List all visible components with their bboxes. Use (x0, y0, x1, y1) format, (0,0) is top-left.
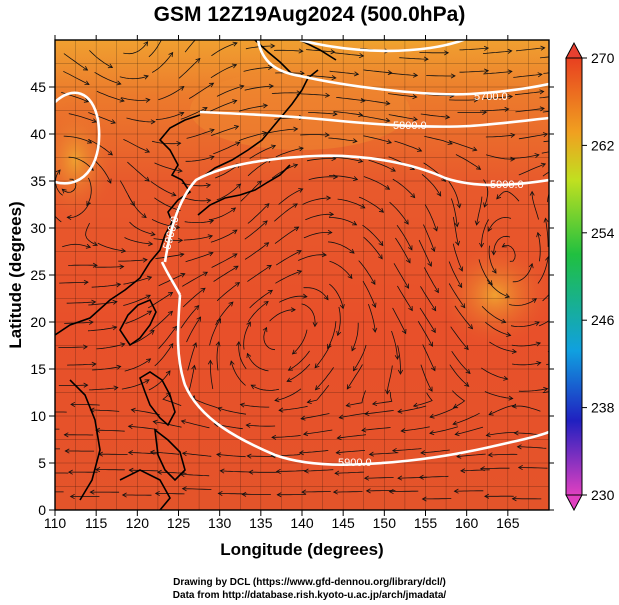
height-contours (55, 40, 549, 466)
x-tick-label: 125 (167, 515, 191, 531)
x-tick-label: 140 (290, 515, 314, 531)
colorbar-tick-label: 262 (591, 137, 615, 153)
contour-label: 5900.0 (490, 179, 524, 191)
x-tick-label: 160 (455, 515, 479, 531)
x-tick-label: 110 (44, 515, 67, 531)
colorbar-min-arrow (565, 494, 583, 512)
y-tick-label: 15 (30, 361, 46, 377)
contour-label: 5800.0 (393, 120, 427, 132)
colorbar-max-arrow (565, 41, 583, 59)
map-title: GSM 12Z19Aug2024 (500.0hPa) (153, 3, 466, 26)
x-tick-label: 145 (331, 515, 355, 531)
y-tick-label: 0 (38, 502, 46, 518)
x-axis-ticks: 110 115 120 125 130 135 140 145 150 155 160 165 (44, 35, 520, 531)
colorbar: 230 238 246 254 262 270 (565, 41, 615, 512)
coastlines (55, 40, 337, 510)
x-axis-label: Longitude (degrees) (220, 540, 383, 559)
credit-line-data: Data from http://database.rish.kyoto-u.a… (172, 590, 447, 601)
x-tick-label: 165 (496, 515, 520, 531)
credit-footer: Drawing by DCL (https://www.gfd-dennou.o… (0, 576, 619, 602)
y-tick-label: 20 (30, 314, 46, 330)
y-tick-label: 45 (30, 79, 46, 95)
x-tick-label: 135 (249, 515, 273, 531)
colorbar-tick-label: 246 (591, 312, 615, 328)
colorbar-tick-label: 230 (591, 487, 615, 503)
colorbar-tick-label: 238 (591, 400, 615, 416)
x-tick-label: 120 (126, 515, 150, 531)
colorbar-tick-label: 254 (591, 225, 615, 241)
y-axis-ticks: 0 5 10 15 20 25 30 35 40 45 (30, 79, 554, 518)
contour-label: 5900.0 (338, 457, 372, 469)
x-tick-label: 115 (85, 515, 108, 531)
y-tick-label: 25 (30, 267, 46, 283)
contour-label: 5700.0 (474, 91, 508, 103)
colorbar-tick-label: 270 (591, 50, 615, 66)
y-axis-label: Latitude (degrees) (6, 201, 25, 348)
y-tick-label: 40 (30, 126, 46, 142)
lat-lon-grid (55, 40, 549, 510)
y-tick-label: 10 (30, 408, 46, 424)
temperature-field (55, 40, 549, 510)
x-tick-label: 155 (414, 515, 438, 531)
x-tick-label: 150 (373, 515, 397, 531)
y-tick-label: 5 (38, 455, 46, 471)
x-tick-label: 130 (208, 515, 232, 531)
y-tick-label: 30 (30, 220, 46, 236)
y-tick-label: 35 (30, 173, 46, 189)
credit-line-drawing: Drawing by DCL (https://www.gfd-dennou.o… (173, 577, 446, 588)
